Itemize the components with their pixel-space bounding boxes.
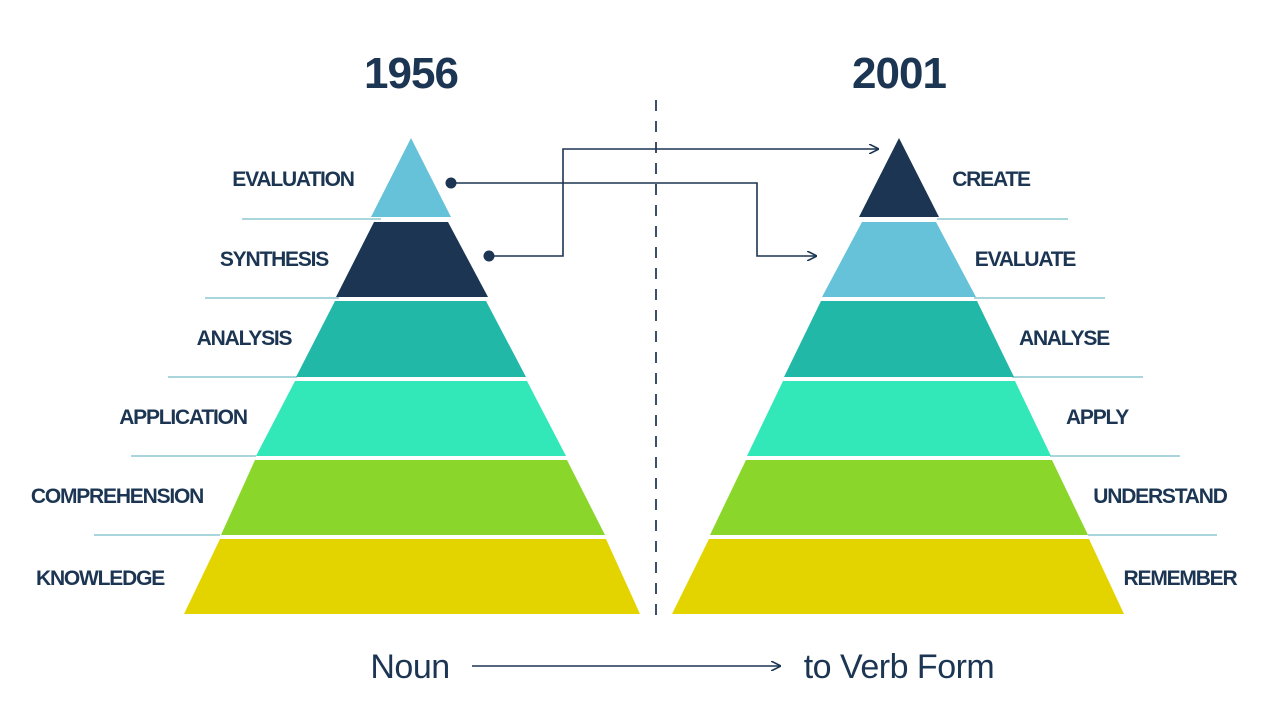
right-label-apply: APPLY bbox=[1066, 406, 1129, 429]
right-year: 2001 bbox=[852, 49, 946, 98]
right-tier-analyse bbox=[784, 301, 1014, 377]
left-tier-synthesis bbox=[336, 222, 488, 297]
left-tier-application bbox=[256, 381, 566, 456]
right-tier-remember bbox=[672, 539, 1124, 614]
left-tier-analysis bbox=[296, 301, 526, 377]
connector-evaluation-to-evaluate bbox=[445, 177, 817, 257]
right-pyramid: CREATE EVALUATE ANALYSE APPLY UNDERSTAND… bbox=[672, 138, 1239, 614]
left-label-knowledge: KNOWLEDGE bbox=[36, 567, 165, 590]
connector-line bbox=[489, 149, 878, 257]
left-tier-evaluation bbox=[371, 138, 451, 217]
left-label-synthesis: SYNTHESIS bbox=[220, 248, 329, 271]
right-guide-lines bbox=[937, 218, 1217, 536]
connector-synthesis-to-create bbox=[483, 149, 879, 262]
left-tier-knowledge bbox=[184, 539, 640, 614]
footer-verb-form: to Verb Form bbox=[804, 648, 995, 686]
left-label-analysis: ANALYSIS bbox=[197, 327, 293, 350]
left-year: 1956 bbox=[364, 49, 458, 98]
right-label-create: CREATE bbox=[952, 168, 1031, 191]
right-tier-create bbox=[859, 138, 939, 217]
connector-line bbox=[451, 182, 816, 256]
left-label-evaluation: EVALUATION bbox=[232, 168, 353, 191]
right-tier-evaluate bbox=[822, 222, 976, 297]
right-label-analyse: ANALYSE bbox=[1019, 327, 1110, 350]
left-label-comprehension: COMPREHENSION bbox=[31, 485, 203, 508]
right-label-evaluate: EVALUATE bbox=[975, 248, 1077, 271]
left-guide-lines bbox=[94, 218, 381, 536]
footer-noun: Noun bbox=[370, 648, 449, 686]
right-label-understand: UNDERSTAND bbox=[1093, 485, 1227, 508]
left-label-application: APPLICATION bbox=[119, 406, 247, 429]
right-tier-apply bbox=[747, 381, 1051, 456]
right-label-remember: REMEMBER bbox=[1124, 567, 1238, 590]
right-tier-understand bbox=[710, 460, 1088, 535]
left-tier-comprehension bbox=[221, 460, 605, 535]
left-pyramid: EVALUATION SYNTHESIS ANALYSIS APPLICATIO… bbox=[31, 138, 640, 614]
